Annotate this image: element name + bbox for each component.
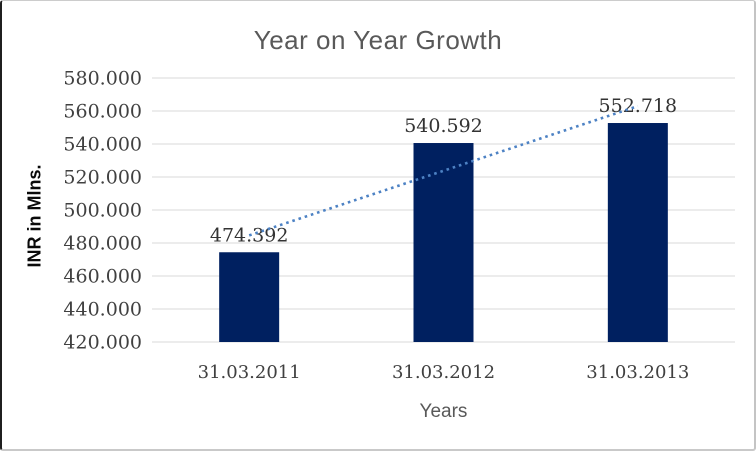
bar bbox=[413, 143, 474, 342]
y-tick-label: 580.000 bbox=[63, 68, 142, 90]
bar bbox=[219, 252, 280, 342]
data-label: 540.592 bbox=[404, 115, 483, 137]
y-tick-label: 560.000 bbox=[63, 101, 142, 123]
y-tick-label: 540.000 bbox=[63, 134, 142, 156]
y-tick-label: 480.000 bbox=[63, 233, 142, 255]
category-label: 31.03.2012 bbox=[392, 362, 495, 383]
data-label: 552.718 bbox=[599, 95, 678, 117]
y-tick-label: 500.000 bbox=[63, 200, 142, 222]
y-tick-label: 520.000 bbox=[63, 167, 142, 189]
category-label: 31.03.2013 bbox=[586, 362, 689, 383]
bar bbox=[607, 123, 668, 343]
y-tick-label: 420.000 bbox=[63, 332, 142, 354]
chart-title: Year on Year Growth bbox=[253, 25, 503, 55]
y-tick-label: 460.000 bbox=[63, 266, 142, 288]
y-tick-label: 440.000 bbox=[63, 299, 142, 321]
category-label: 31.03.2011 bbox=[198, 362, 301, 383]
x-axis-title: Years bbox=[419, 401, 468, 422]
